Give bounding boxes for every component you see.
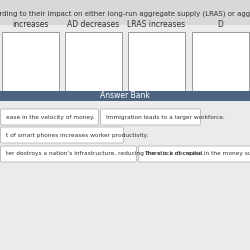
Text: t of smart phones increases worker productivity.: t of smart phones increases worker produ…	[6, 132, 148, 138]
Text: AD decreases: AD decreases	[68, 20, 120, 29]
Text: LRAS increases: LRAS increases	[128, 20, 186, 29]
FancyBboxPatch shape	[100, 109, 200, 125]
Text: D: D	[218, 20, 224, 29]
Text: ter destroys a nation’s infrastructure, reducing the stock of capital.: ter destroys a nation’s infrastructure, …	[6, 152, 204, 156]
Bar	[65, 32, 122, 92]
Text: increases: increases	[12, 20, 49, 29]
Bar	[0, 0, 250, 25]
Bar	[0, 91, 250, 101]
Text: Answer Bank: Answer Bank	[100, 92, 150, 100]
Text: Immigration leads to a larger workforce.: Immigration leads to a larger workforce.	[106, 114, 225, 119]
Bar	[2, 32, 59, 92]
Bar	[192, 32, 249, 92]
FancyBboxPatch shape	[0, 109, 98, 125]
Text: ease in the velocity of money.: ease in the velocity of money.	[6, 114, 94, 119]
Text: There is a decrease in the money sup: There is a decrease in the money sup	[144, 152, 250, 156]
Bar	[128, 32, 185, 92]
Text: nts according to their impact on either long-run aggregate supply (LRAS) or aggr: nts according to their impact on either …	[0, 11, 250, 17]
FancyBboxPatch shape	[0, 127, 124, 143]
FancyBboxPatch shape	[138, 146, 250, 162]
FancyBboxPatch shape	[0, 146, 136, 162]
